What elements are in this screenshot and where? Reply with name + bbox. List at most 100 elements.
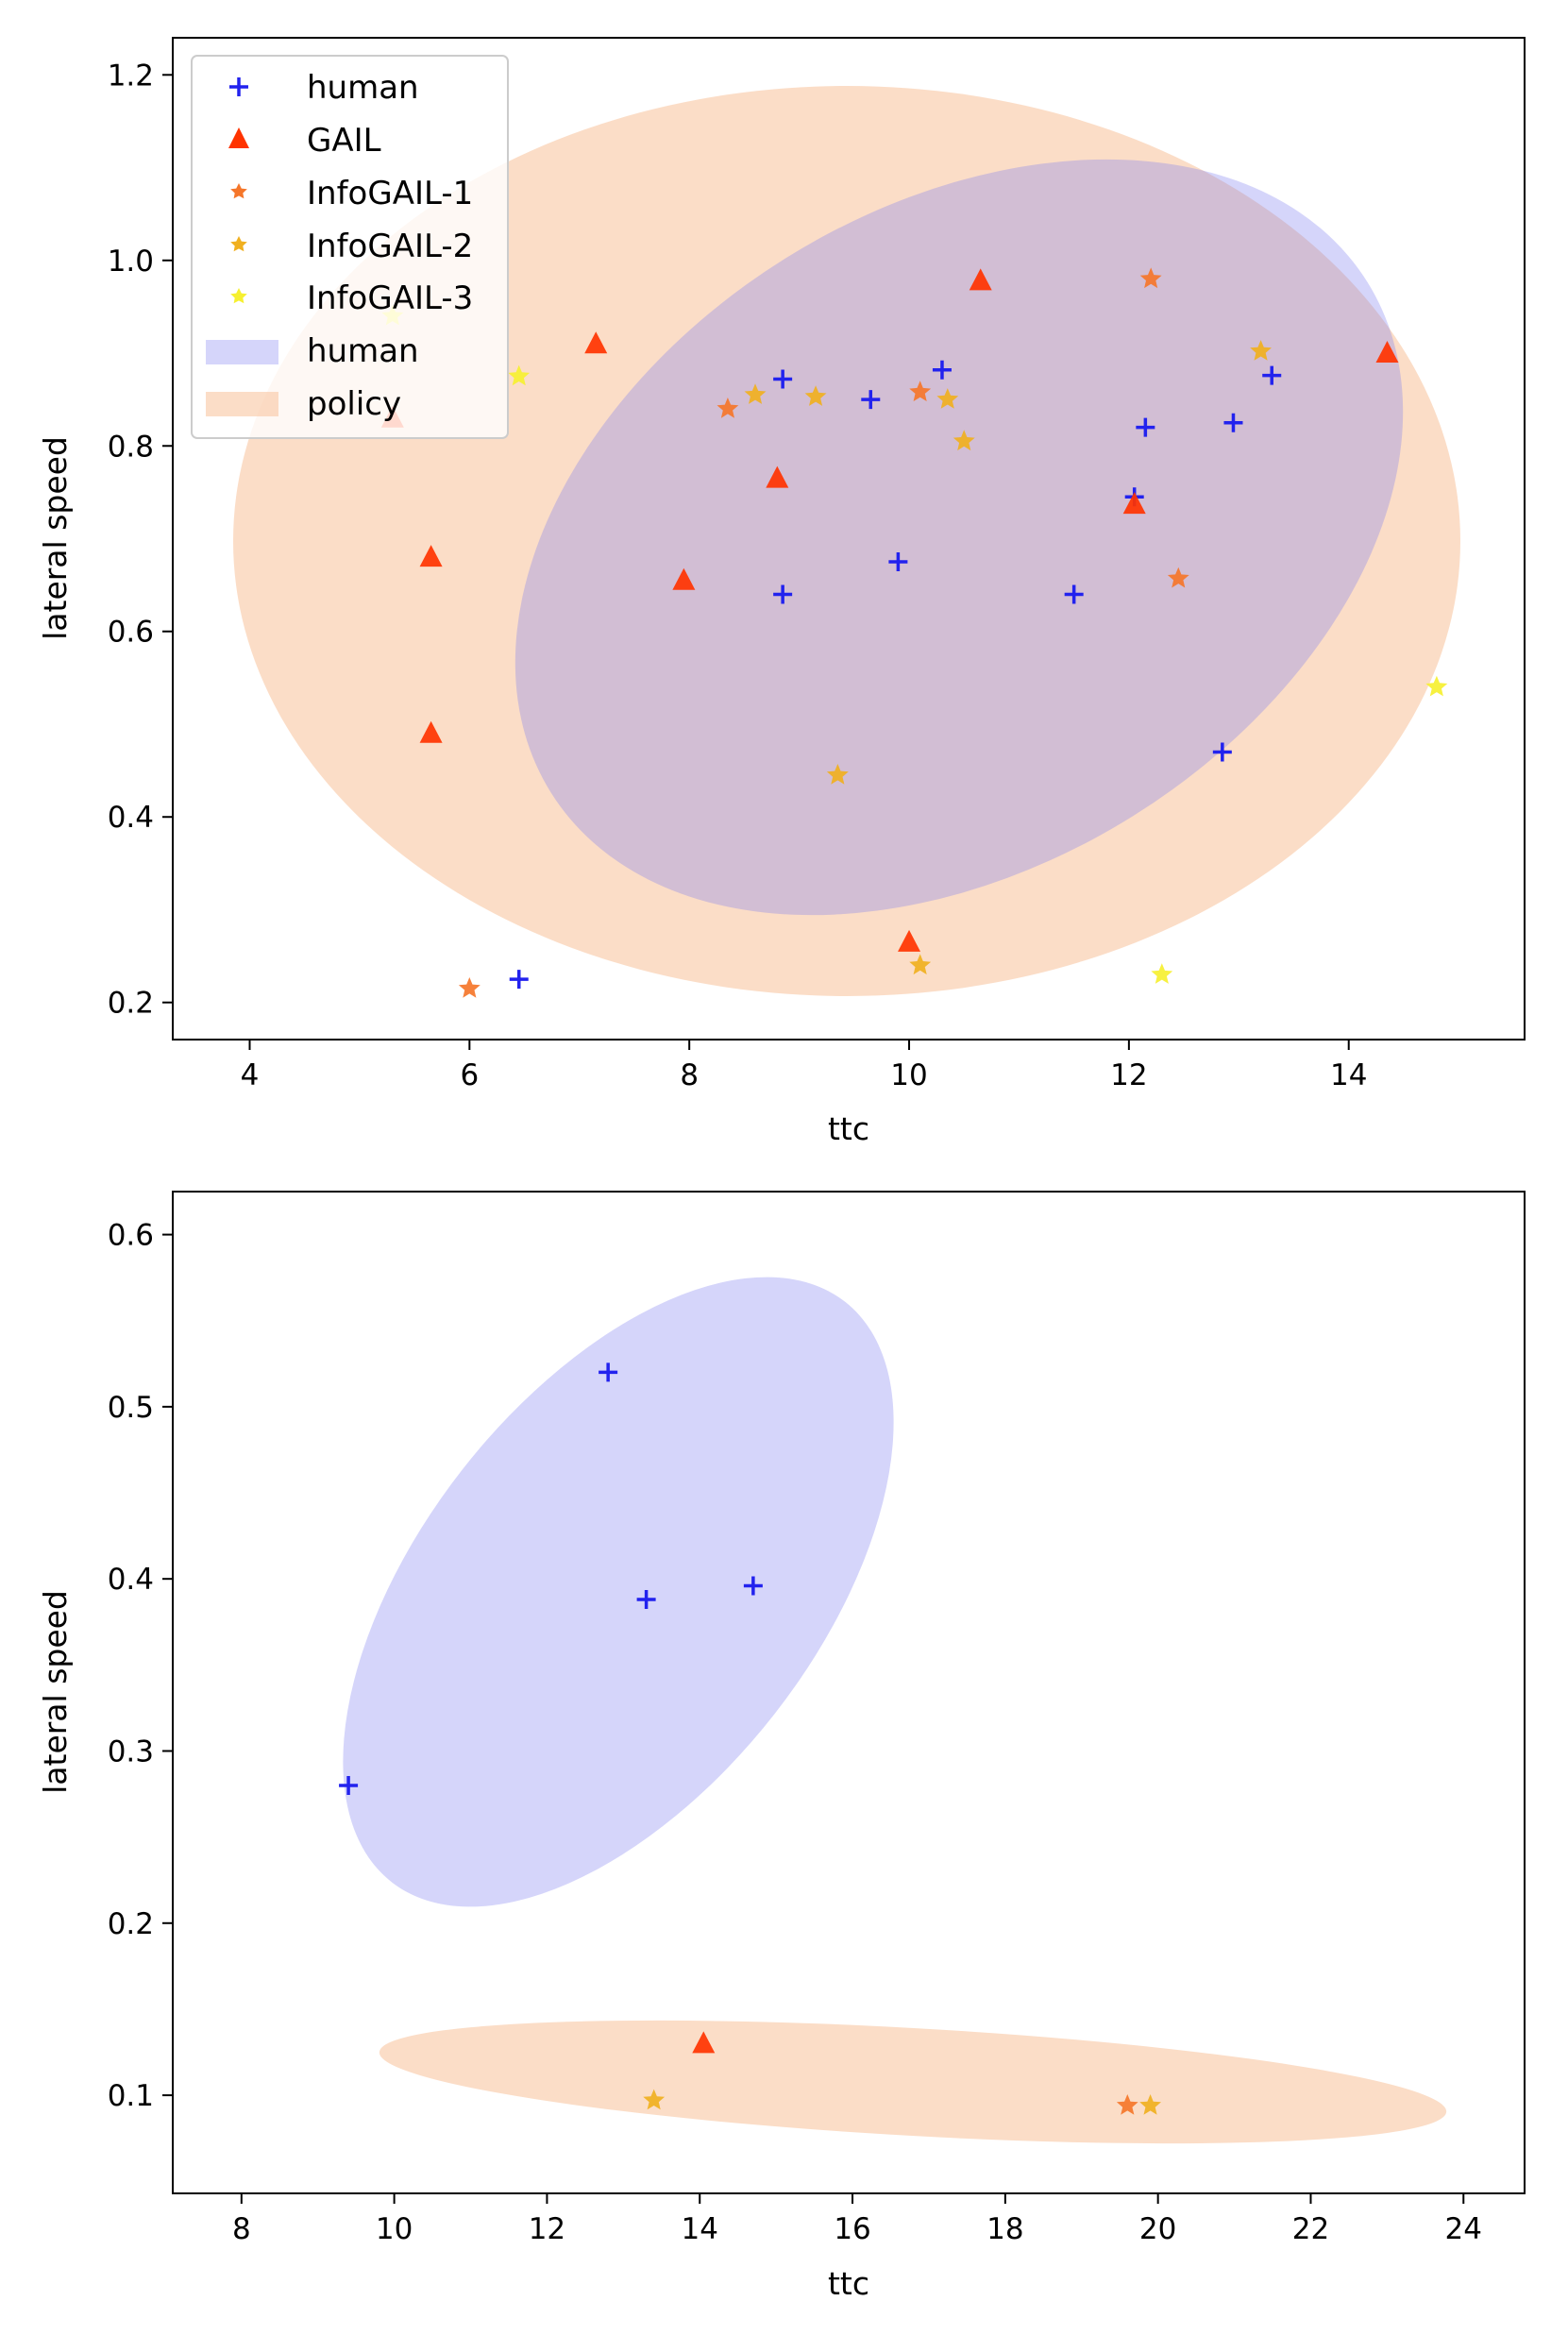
gail-point — [1122, 492, 1146, 515]
bottom-scatter-panel: 8 10 12 14 16 18 20 22 240.10.20.30.40.50.6 ttc … — [37, 1191, 1526, 2302]
top-ellipses — [233, 86, 1460, 996]
legend-item-infogail-1: InfoGAIL-1 — [230, 175, 473, 212]
legend-policy-patch — [206, 392, 278, 416]
x-tick-label: 16 — [834, 2212, 870, 2246]
infogail-1-point — [1139, 267, 1162, 289]
legend-infogail-2-star-marker — [230, 236, 247, 252]
infogail-2-point — [909, 954, 932, 975]
gail-point — [969, 268, 992, 291]
y-tick-label: 0.6 — [108, 616, 154, 650]
legend-human-patch — [206, 340, 278, 364]
infogail-2-point — [1250, 340, 1272, 361]
gail-point — [766, 465, 789, 488]
gail-point — [1375, 341, 1399, 364]
legend-item-human: human — [229, 69, 419, 107]
policy-ellipse — [233, 86, 1460, 996]
gail-point — [419, 545, 443, 567]
top-plot-frame — [172, 37, 1526, 1041]
policy-ellipse — [379, 2020, 1447, 2144]
bottom-y-axis-label: lateral speed — [37, 1590, 74, 1794]
human-point — [509, 970, 529, 990]
infogail-2-point — [804, 385, 827, 406]
gail-point — [692, 2031, 716, 2054]
x-tick-label: 20 — [1139, 2212, 1176, 2246]
legend-infogail-1-star-marker — [230, 183, 247, 199]
infogail-1-point — [717, 398, 739, 418]
y-tick-label: 0.6 — [108, 1219, 154, 1253]
top-x-axis-label: ttc — [828, 1110, 869, 1147]
legend-box — [191, 55, 509, 439]
infogail-2-point — [1139, 2094, 1161, 2115]
bottom-plot-frame — [172, 1191, 1526, 2194]
legend-label: policy — [307, 385, 401, 423]
legend-label: InfoGAIL-3 — [307, 279, 473, 317]
y-tick-label: 0.4 — [108, 801, 154, 835]
human-point — [1262, 365, 1282, 385]
infogail-2-point — [936, 388, 959, 409]
gail-point — [419, 720, 443, 743]
x-tick-label: 12 — [529, 2212, 565, 2246]
top-y-axis-label: lateral speed — [37, 436, 74, 640]
x-tick-label: 10 — [890, 1058, 927, 1092]
human-ellipse — [343, 1277, 894, 1907]
infogail-2-point — [744, 383, 767, 404]
human-point — [932, 360, 952, 380]
infogail-3-point — [1151, 963, 1173, 984]
y-tick-label: 0.5 — [108, 1391, 154, 1425]
bottom-data-points — [339, 1362, 1161, 2115]
x-tick-label: 14 — [1330, 1058, 1367, 1092]
legend-item-infogail-3: InfoGAIL-3 — [230, 279, 473, 317]
top-axes: 4 6 8 10 12 14 0.2 0.4 0.6 0.8 1.0 1.2 — [108, 59, 1368, 1092]
human-point — [1223, 413, 1243, 432]
infogail-3-point — [508, 364, 531, 386]
human-point — [861, 390, 881, 410]
bottom-axes: 8 10 12 14 16 18 20 22 24 0.1 0.2 0.3 0.4 0.5 0.6 — [108, 1219, 1482, 2246]
y-tick-label: 0.8 — [108, 430, 154, 464]
top-scatter-panel: 4 6 8 10 12 14 0.2 0.4 0.6 0.8 1.0 1.2 human GAIL I… — [37, 37, 1526, 1147]
legend-item-infogail-2: InfoGAIL-2 — [230, 228, 473, 265]
infogail-1-point — [1116, 2094, 1138, 2115]
human-point — [773, 584, 793, 604]
x-tick-label: 8 — [680, 1058, 699, 1092]
legend-label: InfoGAIL-1 — [307, 175, 473, 212]
human-point — [599, 1362, 618, 1382]
x-tick-label: 12 — [1110, 1058, 1147, 1092]
y-tick-label: 1.0 — [108, 245, 154, 279]
legend-label: human — [307, 332, 419, 370]
infogail-2-point — [643, 2089, 666, 2110]
y-tick-label: 1.2 — [108, 59, 154, 93]
legend-label: GAIL — [307, 122, 381, 160]
y-tick-label: 0.3 — [108, 1734, 154, 1768]
human-point — [339, 1775, 359, 1795]
legend-item-gail: GAIL — [228, 122, 381, 160]
infogail-1-point — [909, 381, 932, 401]
gail-point — [584, 331, 608, 354]
infogail-3-point — [1425, 675, 1448, 697]
human-point — [1136, 417, 1155, 437]
x-tick-label: 6 — [460, 1058, 479, 1092]
legend-label: human — [307, 69, 419, 107]
infogail-2-point — [953, 430, 975, 451]
legend-item-human-ellipse: human — [206, 332, 419, 370]
y-tick-label: 0.2 — [108, 987, 154, 1021]
y-tick-label: 0.4 — [108, 1563, 154, 1597]
legend-gail-triangle-marker — [228, 127, 249, 148]
x-tick-label: 22 — [1292, 2212, 1329, 2246]
bottom-ellipses — [343, 1277, 1447, 2144]
human-point — [636, 1590, 656, 1610]
human-ellipse — [514, 159, 1404, 916]
legend-infogail-3-star-marker — [230, 288, 247, 304]
human-point — [773, 369, 793, 389]
bottom-x-axis-label: ttc — [828, 2265, 869, 2302]
human-point — [743, 1576, 763, 1596]
x-tick-label: 10 — [376, 2212, 413, 2246]
x-tick-label: 14 — [682, 2212, 718, 2246]
x-tick-label: 8 — [232, 2212, 251, 2246]
infogail-1-point — [1167, 567, 1189, 588]
gail-point — [672, 567, 696, 590]
y-tick-label: 0.1 — [108, 2079, 154, 2113]
y-tick-label: 0.2 — [108, 1907, 154, 1941]
legend-label: InfoGAIL-2 — [307, 228, 473, 265]
human-point — [1212, 742, 1232, 762]
